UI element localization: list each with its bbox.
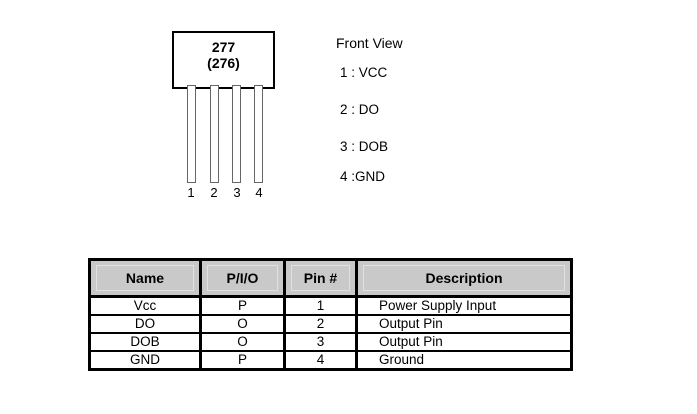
pin-number-label-4: 4 xyxy=(255,185,263,200)
package-part-number: 277 xyxy=(211,39,236,55)
table-header-row: Name P/I/O Pin # Description xyxy=(88,258,573,298)
package-pin-4 xyxy=(254,85,263,183)
table-row-do: DO O 2 Output Pin xyxy=(88,314,573,334)
pin-number-label-1: 1 xyxy=(187,185,195,200)
header-name-label: Name xyxy=(96,265,194,291)
front-view-title: Front View xyxy=(336,35,403,51)
header-name: Name xyxy=(88,258,202,298)
header-description: Description xyxy=(355,258,573,298)
package-pin-3 xyxy=(232,85,241,183)
front-view-pin-2-label: 2 : DO xyxy=(340,102,380,117)
front-view-pin-1-label: 1 : VCC xyxy=(340,65,388,80)
cell-name: GND xyxy=(88,350,202,371)
cell-pio: P xyxy=(199,295,286,316)
front-view-pin-4-label: 4 :GND xyxy=(340,169,386,184)
cell-description: Power Supply Input xyxy=(355,295,573,316)
package-body: 277 (276) xyxy=(172,31,275,89)
front-view-pin-3-label: 3 : DOB xyxy=(340,139,389,154)
package-pin-2 xyxy=(210,85,219,183)
cell-description: Output Pin xyxy=(355,314,573,334)
pin-description-table: Name P/I/O Pin # Description Vcc P 1 Pow… xyxy=(88,258,573,371)
package-pin-1 xyxy=(187,85,196,183)
cell-description: Ground xyxy=(355,350,573,371)
header-description-label: Description xyxy=(363,265,565,291)
pin-number-label-2: 2 xyxy=(210,185,218,200)
cell-pio: O xyxy=(199,314,286,334)
package-alt-part-number: (276) xyxy=(207,55,240,71)
cell-pin-number: 1 xyxy=(283,295,358,316)
header-pin-number: Pin # xyxy=(283,258,358,298)
table-row-vcc: Vcc P 1 Power Supply Input xyxy=(88,295,573,316)
table-row-dob: DOB O 3 Output Pin xyxy=(88,332,573,352)
header-pio: P/I/O xyxy=(199,258,286,298)
pin-number-label-3: 3 xyxy=(233,185,241,200)
table-row-gnd: GND P 4 Ground xyxy=(88,350,573,371)
cell-name: DOB xyxy=(88,332,202,352)
cell-name: Vcc xyxy=(88,295,202,316)
cell-pio: P xyxy=(199,350,286,371)
cell-pio: O xyxy=(199,332,286,352)
cell-pin-number: 4 xyxy=(283,350,358,371)
header-pin-number-label: Pin # xyxy=(291,265,350,291)
cell-description: Output Pin xyxy=(355,332,573,352)
cell-name: DO xyxy=(88,314,202,334)
cell-pin-number: 3 xyxy=(283,332,358,352)
header-pio-label: P/I/O xyxy=(207,265,278,291)
cell-pin-number: 2 xyxy=(283,314,358,334)
